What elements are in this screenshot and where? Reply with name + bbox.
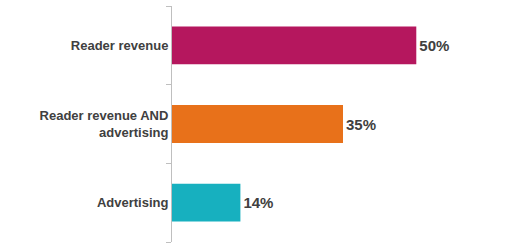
svg-text:50%: 50% bbox=[419, 37, 449, 54]
svg-text:35%: 35% bbox=[346, 116, 376, 133]
svg-text:Reader revenue: Reader revenue bbox=[71, 38, 169, 53]
svg-text:Advertising: Advertising bbox=[97, 195, 169, 210]
svg-text:14%: 14% bbox=[243, 194, 273, 211]
svg-text:Reader revenue ANDadvertising: Reader revenue ANDadvertising bbox=[40, 108, 169, 140]
